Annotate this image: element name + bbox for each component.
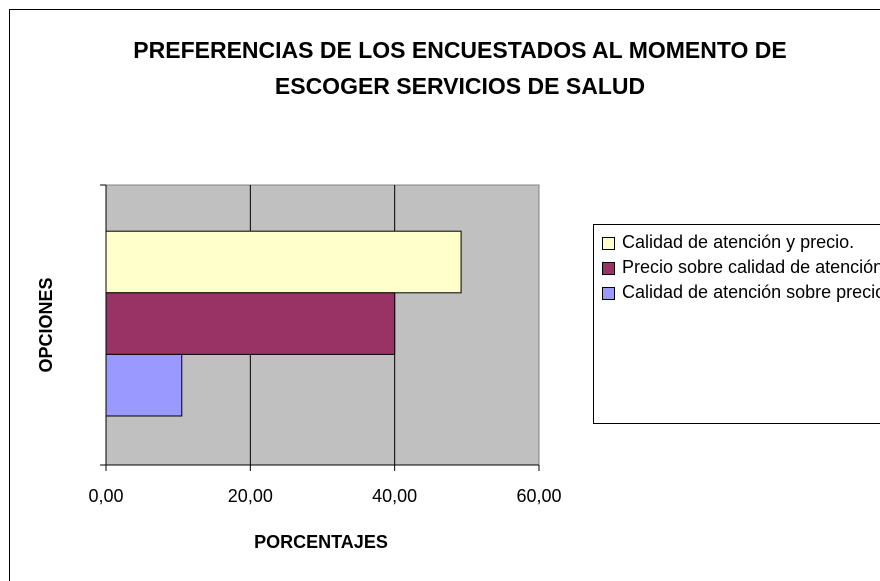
legend-label: Precio sobre calidad de atención — [622, 257, 880, 277]
chart-title: PREFERENCIAS DE LOS ENCUESTADOS AL MOMEN… — [133, 37, 787, 99]
x-tick-label: 40,00 — [372, 486, 417, 506]
x-axis-label: PORCENTAJES — [254, 532, 388, 552]
x-tick-label: 0,00 — [88, 486, 123, 506]
legend-item: Calidad de atención y precio. — [602, 231, 880, 254]
bar — [105, 353, 183, 417]
legend-swatch — [602, 237, 615, 250]
x-tick-label: 60,00 — [516, 486, 561, 506]
legend-swatch — [602, 262, 615, 275]
legend-label: Calidad de atención y precio. — [622, 232, 855, 252]
legend-item: Precio sobre calidad de atención — [602, 256, 880, 279]
x-tick-label: 20,00 — [228, 486, 273, 506]
legend-item: Calidad de atención sobre precio — [602, 281, 880, 304]
legend-label: Calidad de atención sobre precio — [622, 282, 880, 302]
legend: Calidad de atención y precio. Precio sobr… — [593, 224, 880, 424]
legend-swatch — [602, 287, 615, 300]
bar — [105, 230, 462, 294]
bar — [105, 292, 396, 355]
y-axis-label: OPCIONES — [36, 277, 56, 372]
